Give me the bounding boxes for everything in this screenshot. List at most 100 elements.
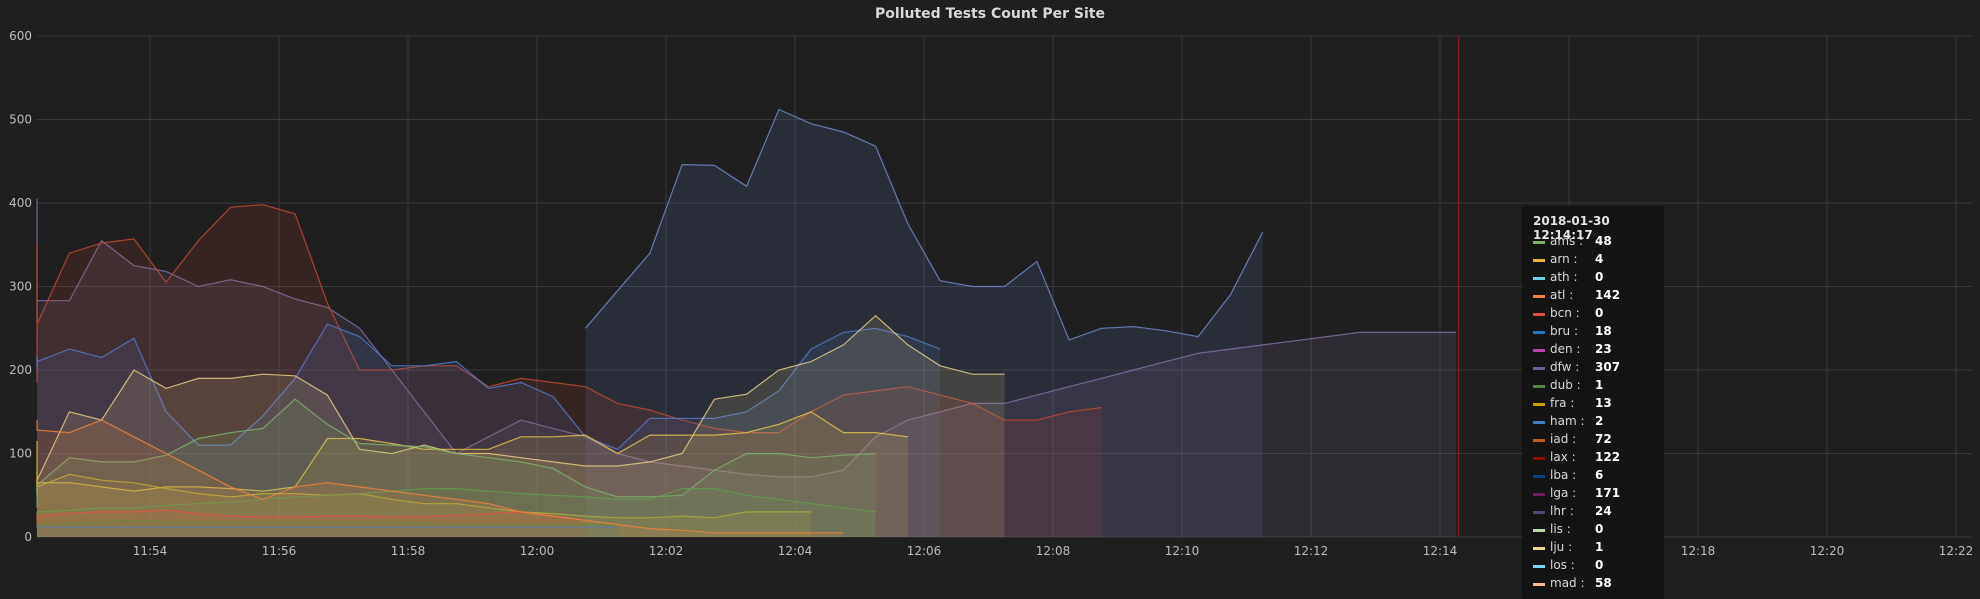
tooltip-row: ams : 48 [1533, 234, 1661, 252]
x-tick-label: 12:04 [778, 544, 813, 558]
tooltip-series-value: 2 [1595, 414, 1604, 428]
series-color-swatch [1533, 295, 1545, 298]
tooltip-row: den : 23 [1533, 342, 1661, 360]
tooltip-series-name: ham : [1550, 414, 1585, 428]
y-tick-label: 200 [9, 363, 32, 377]
tooltip-timestamp: 2018-01-30 12:14:17 [1533, 214, 1610, 242]
series-color-swatch [1533, 421, 1545, 424]
x-tick-label: 12:12 [1294, 544, 1329, 558]
tooltip-series-value: 122 [1595, 450, 1621, 464]
tooltip-series-name: lju : [1550, 540, 1573, 554]
tooltip-series-name: dub : [1550, 378, 1581, 392]
tooltip-series-name: lhr : [1550, 504, 1574, 518]
x-tick-label: 11:56 [262, 544, 297, 558]
tooltip-series-value: 0 [1595, 558, 1604, 572]
x-tick-label: 12:18 [1681, 544, 1716, 558]
series-area-den [37, 466, 812, 537]
tooltip-row: los : 0 [1533, 558, 1661, 576]
series-color-swatch [1533, 367, 1545, 370]
x-tick-label: 12:22 [1939, 544, 1974, 558]
series-area-bru [37, 520, 618, 537]
y-tick-label: 100 [9, 447, 32, 461]
x-tick-label: 12:14 [1423, 544, 1458, 558]
x-tick-label: 12:02 [649, 544, 684, 558]
y-tick-label: 600 [9, 29, 32, 43]
y-tick-label: 300 [9, 280, 32, 294]
tooltip-row: lhr : 24 [1533, 504, 1661, 522]
series-line-ams [36, 398, 876, 508]
tooltip-series-value: 18 [1595, 324, 1612, 338]
tooltip-row: mad : 58 [1533, 576, 1661, 594]
tooltip-series-value: 4 [1595, 252, 1604, 266]
series-line-fra [36, 204, 1102, 434]
series-color-swatch [1533, 403, 1545, 406]
x-tick-label: 11:54 [133, 544, 168, 558]
y-tick-label: 500 [9, 113, 32, 127]
tooltip-series-value: 0 [1595, 306, 1604, 320]
tooltip-row: bru : 18 [1533, 324, 1661, 342]
tooltip-row: fra : 13 [1533, 396, 1661, 414]
tooltip-series-value: 0 [1595, 522, 1604, 536]
tooltip-series-value: 6 [1595, 468, 1604, 482]
series-line-atl [36, 323, 941, 450]
chart-title: Polluted Tests Count Per Site [875, 6, 1105, 22]
series-color-swatch [1533, 259, 1545, 262]
tooltip-series-value: 58 [1595, 576, 1612, 590]
tooltip-series-name: lax : [1550, 450, 1576, 464]
x-tick-label: 12:20 [1810, 544, 1845, 558]
tooltip-series-value: 23 [1595, 342, 1612, 356]
series-area-ams [37, 399, 876, 537]
y-tick-label: 400 [9, 196, 32, 210]
series-area-lga [37, 315, 1005, 537]
series-color-swatch [1533, 547, 1545, 550]
series-color-swatch [1533, 241, 1545, 244]
tooltip-row: ham : 2 [1533, 414, 1661, 432]
tooltip-row: lga : 171 [1533, 486, 1661, 504]
tooltip-series-value: 142 [1595, 288, 1621, 302]
series-area-lhr [37, 510, 586, 537]
series-color-swatch [1533, 385, 1545, 388]
tooltip-series-value: 171 [1595, 486, 1621, 500]
tooltip-series-value: 48 [1595, 234, 1612, 248]
series-area-fra [37, 204, 1102, 537]
tooltip-series-value: 1 [1595, 378, 1604, 392]
series-color-swatch [1533, 475, 1545, 478]
x-tick-label: 12:06 [907, 544, 942, 558]
tooltip-series-name: atl : [1550, 288, 1574, 302]
tooltip-series-value: 307 [1595, 360, 1621, 374]
tooltip-row: lju : 1 [1533, 540, 1661, 558]
x-tick-label: 12:00 [520, 544, 555, 558]
tooltip-row: lis : 0 [1533, 522, 1661, 540]
tooltip-series-name: mad : [1550, 576, 1585, 590]
x-tick-label: 12:08 [1036, 544, 1071, 558]
series-color-swatch [1533, 439, 1545, 442]
series-color-swatch [1533, 511, 1545, 514]
series-area-fra2 [37, 527, 618, 537]
series-color-swatch [1533, 493, 1545, 496]
tooltip-series-value: 24 [1595, 504, 1612, 518]
tooltip-row: bcn : 0 [1533, 306, 1661, 324]
tooltip-series-name: ath : [1550, 270, 1578, 284]
tooltip-series-name: bcn : [1550, 306, 1580, 320]
series-color-swatch [1533, 277, 1545, 280]
x-tick-label: 11:58 [391, 544, 426, 558]
series-area-dub [37, 420, 844, 537]
tooltip-series-name: bru : [1550, 324, 1579, 338]
series-color-swatch [1533, 565, 1545, 568]
series-line-dub [36, 419, 844, 534]
tooltip-series-value: 1 [1595, 540, 1604, 554]
series-line-iad [36, 198, 1457, 478]
tooltip-series-name: arn : [1550, 252, 1578, 266]
series-color-swatch [1533, 331, 1545, 334]
tooltip-series-name: den : [1550, 342, 1581, 356]
tooltip-row: atl : 142 [1533, 288, 1661, 306]
series-color-swatch [1533, 313, 1545, 316]
series-line-den [36, 466, 812, 519]
tooltip-row: dfw : 307 [1533, 360, 1661, 378]
tooltip-series-name: lga : [1550, 486, 1577, 500]
tooltip-series-name: ams : [1550, 234, 1584, 248]
tooltip-series-name: fra : [1550, 396, 1575, 410]
